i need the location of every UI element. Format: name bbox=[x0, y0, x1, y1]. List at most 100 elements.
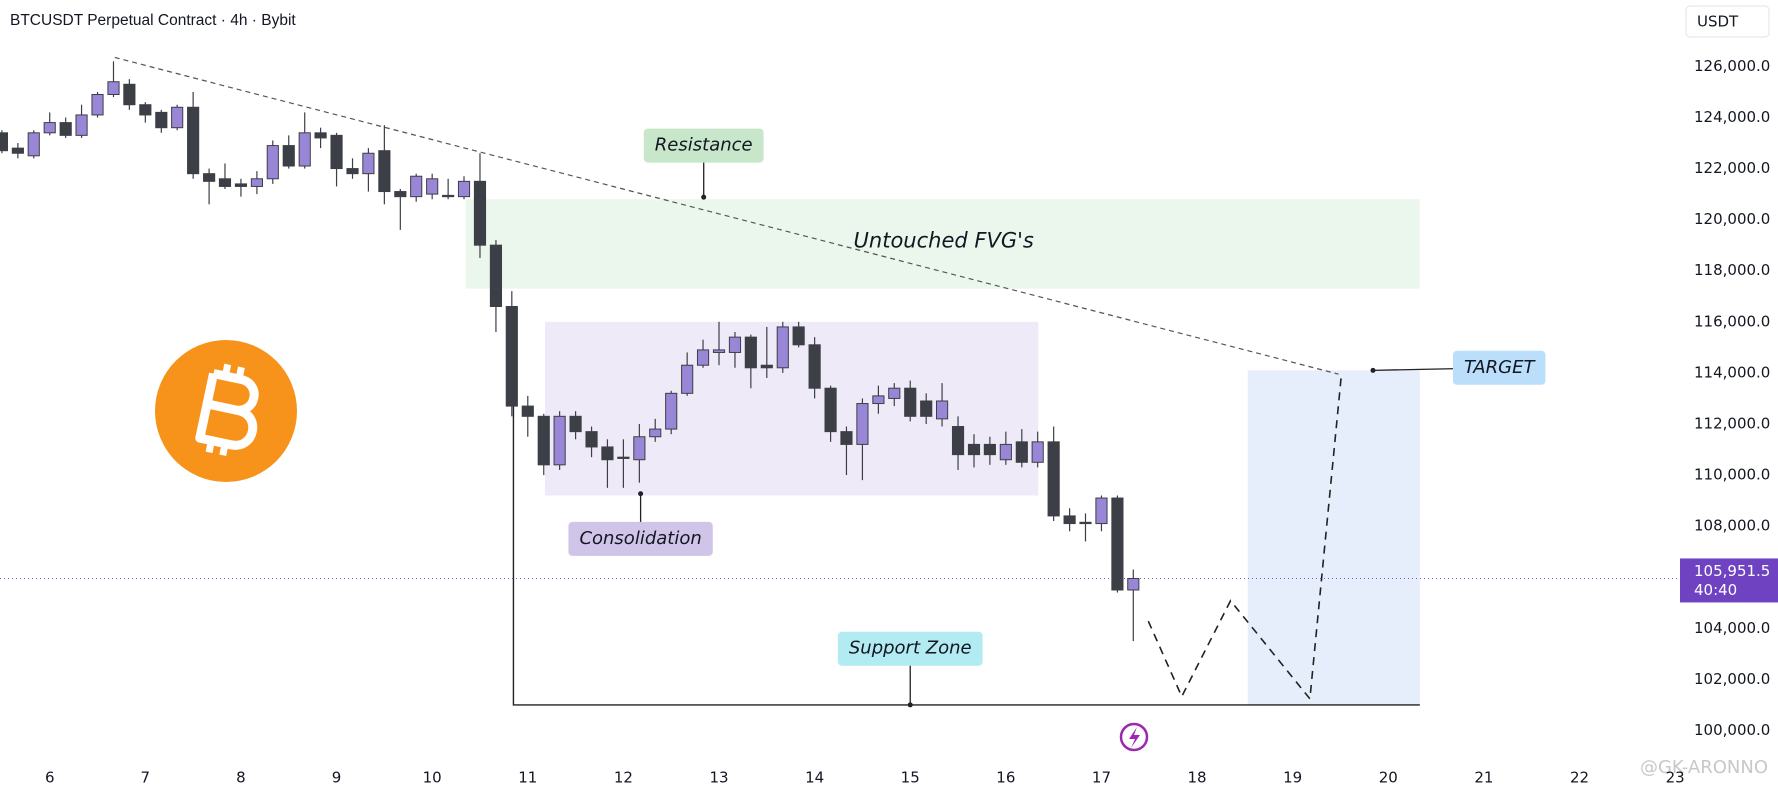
label-point bbox=[638, 491, 644, 497]
candle-body bbox=[728, 336, 742, 353]
candle-body bbox=[1111, 497, 1124, 591]
candle-body bbox=[824, 387, 837, 433]
candle-body bbox=[872, 395, 885, 405]
trendline bbox=[114, 56, 1339, 375]
label-box bbox=[1452, 350, 1546, 385]
candle-body bbox=[489, 244, 503, 307]
label-point bbox=[907, 702, 913, 708]
x-tick-label: 19 bbox=[1283, 769, 1302, 787]
zones bbox=[465, 199, 1420, 705]
x-tick-label: 14 bbox=[805, 769, 824, 787]
candle-body bbox=[744, 336, 757, 369]
x-tick-label: 13 bbox=[709, 769, 728, 787]
candle-body bbox=[712, 349, 726, 353]
candle-body bbox=[665, 392, 678, 430]
x-tick-label: 6 bbox=[45, 769, 55, 787]
candle-body bbox=[43, 122, 56, 134]
candle-body bbox=[362, 152, 375, 175]
x-tick-label: 16 bbox=[996, 769, 1015, 787]
candle-body bbox=[75, 114, 88, 136]
x-tick-label: 18 bbox=[1188, 769, 1207, 787]
candle-body bbox=[1047, 441, 1060, 517]
candle-body bbox=[553, 415, 566, 466]
candle-body bbox=[394, 191, 407, 198]
x-tick-label: 11 bbox=[518, 769, 537, 787]
candle-body bbox=[171, 106, 184, 129]
candle-body bbox=[378, 150, 391, 193]
x-tick-label: 23 bbox=[1666, 769, 1685, 787]
zone bbox=[544, 321, 1039, 496]
candle-body bbox=[888, 387, 901, 399]
bitcoin-logo bbox=[155, 340, 297, 482]
candle-body bbox=[1127, 577, 1140, 591]
candle-body bbox=[792, 326, 805, 346]
zone bbox=[465, 199, 1420, 289]
candle-body bbox=[601, 446, 614, 461]
label-text: Support Zone bbox=[849, 638, 972, 659]
candle-body bbox=[521, 405, 534, 417]
candle-body bbox=[920, 400, 933, 417]
label-point bbox=[701, 194, 707, 200]
candle-body bbox=[649, 428, 662, 438]
last-price-box bbox=[1680, 558, 1778, 603]
candle-body bbox=[346, 168, 359, 175]
candle-body bbox=[951, 426, 965, 456]
label-text: Consolidation bbox=[579, 528, 701, 549]
x-tick-label: 12 bbox=[614, 769, 633, 787]
candle-body bbox=[1079, 521, 1092, 525]
y-tick-label: 100,000.0 bbox=[1694, 721, 1770, 739]
projection bbox=[1147, 374, 1343, 701]
countdown: 40:40 bbox=[1694, 581, 1737, 599]
currency: USDT bbox=[1697, 13, 1739, 31]
candle-body bbox=[473, 180, 487, 246]
label-text: TARGET bbox=[1464, 357, 1536, 378]
candle-body bbox=[633, 436, 646, 461]
label-point bbox=[1370, 367, 1376, 373]
y-tick-label: 110,000.0 bbox=[1694, 466, 1770, 484]
x-tick-label: 21 bbox=[1474, 769, 1493, 787]
candle-body bbox=[234, 183, 248, 187]
candle-body bbox=[298, 132, 311, 167]
candle-body bbox=[776, 326, 789, 369]
candle-body bbox=[27, 132, 40, 157]
y-tick-label: 108,000.0 bbox=[1694, 517, 1770, 535]
candle-body bbox=[808, 344, 821, 389]
candle-body bbox=[1031, 441, 1044, 463]
candle-body bbox=[585, 431, 598, 448]
candle-body bbox=[840, 431, 853, 445]
candle-body bbox=[569, 415, 582, 433]
candle-body bbox=[696, 349, 710, 366]
candle-body bbox=[760, 364, 773, 369]
chart-title: BTCUSDT Perpetual Contract · 4h · Bybit bbox=[10, 12, 296, 29]
y-tick-label: 120,000.0 bbox=[1694, 210, 1770, 228]
lightning-icon bbox=[1119, 722, 1149, 752]
y-tick-label: 124,000.0 bbox=[1694, 108, 1770, 126]
y-tick-label: 104,000.0 bbox=[1694, 619, 1770, 637]
candle-body bbox=[457, 180, 471, 198]
candle-body bbox=[218, 178, 232, 187]
candle-body bbox=[203, 173, 216, 182]
candle-body bbox=[410, 175, 423, 198]
candle-body bbox=[155, 111, 168, 129]
candle-body bbox=[426, 178, 439, 195]
y-tick-label: 118,000.0 bbox=[1694, 261, 1770, 279]
candle-body bbox=[59, 122, 72, 136]
currency-box bbox=[1685, 5, 1770, 38]
y-tick-label: 122,000.0 bbox=[1694, 159, 1770, 177]
label-box bbox=[643, 128, 764, 163]
zone bbox=[1247, 370, 1420, 705]
candle-body bbox=[91, 94, 104, 116]
candle-body bbox=[617, 456, 630, 459]
x-tick-label: 10 bbox=[423, 769, 442, 787]
candle-body bbox=[505, 305, 518, 407]
x-tick-label: 9 bbox=[332, 769, 342, 787]
y-tick-label: 126,000.0 bbox=[1694, 57, 1770, 75]
candle-body bbox=[1063, 515, 1076, 525]
candle-body bbox=[250, 178, 263, 187]
support-line bbox=[512, 406, 1420, 706]
y-tick-label: 114,000.0 bbox=[1694, 363, 1770, 381]
candle-body bbox=[0, 132, 8, 152]
y-tick-label: 112,000.0 bbox=[1694, 414, 1770, 432]
candle-body bbox=[537, 415, 550, 466]
